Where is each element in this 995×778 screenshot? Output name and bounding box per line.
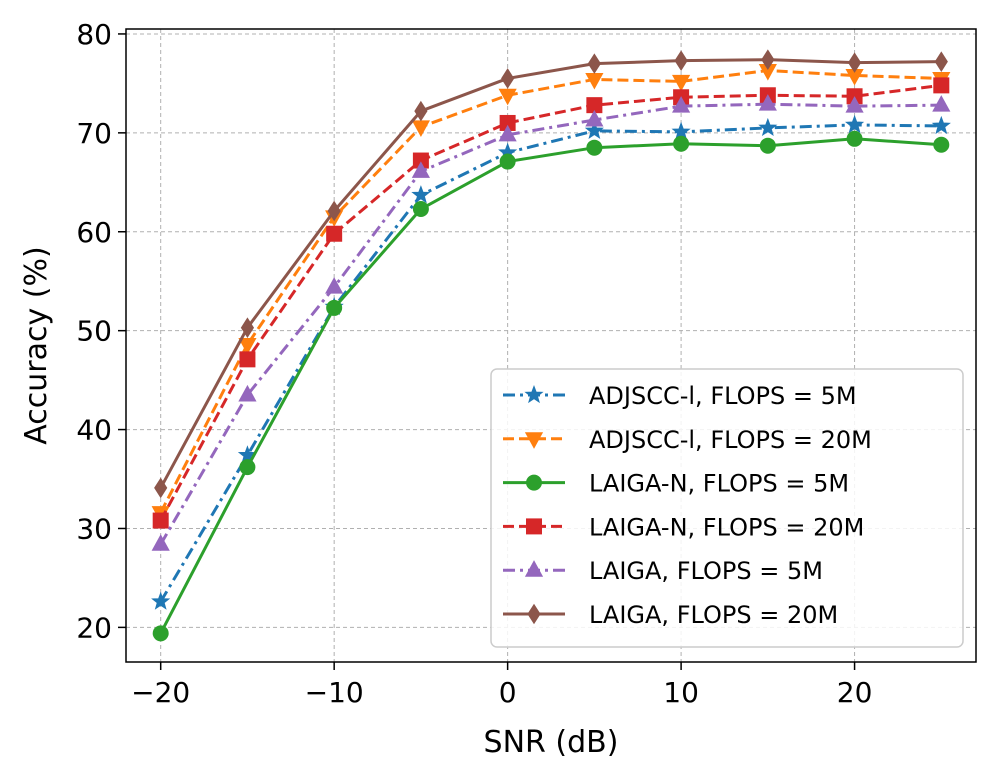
data-point bbox=[586, 139, 603, 156]
legend-marker bbox=[524, 560, 544, 577]
legend-marker bbox=[524, 432, 544, 449]
x-axis: −20 −10 0 10 20 bbox=[131, 662, 872, 709]
y-tick-label: 30 bbox=[76, 512, 112, 545]
data-point bbox=[325, 277, 344, 294]
y-axis: 20 30 40 50 60 70 80 bbox=[76, 18, 126, 644]
data-point bbox=[584, 120, 604, 140]
legend-item: ADJSCC-l, FLOPS = 20M bbox=[503, 426, 872, 454]
data-point bbox=[151, 591, 171, 610]
data-point bbox=[501, 68, 515, 89]
series-5 bbox=[154, 49, 948, 499]
series-line bbox=[159, 137, 942, 635]
data-point bbox=[761, 49, 775, 70]
data-point bbox=[498, 124, 517, 142]
legend-label: LAIGA-N, FLOPS = 20M bbox=[589, 513, 864, 541]
y-tick-label: 60 bbox=[76, 216, 112, 249]
series-line bbox=[159, 58, 942, 489]
data-point bbox=[846, 130, 863, 147]
data-point bbox=[411, 185, 431, 204]
data-point bbox=[239, 459, 256, 476]
series-4 bbox=[151, 94, 951, 551]
data-point bbox=[758, 117, 778, 137]
legend-marker bbox=[526, 474, 542, 491]
data-point bbox=[587, 53, 601, 74]
data-point bbox=[238, 384, 257, 402]
data-point bbox=[847, 52, 862, 73]
x-tick-label: 20 bbox=[837, 676, 873, 709]
data-point bbox=[934, 51, 948, 72]
y-tick-label: 80 bbox=[76, 18, 112, 51]
data-point bbox=[412, 201, 429, 218]
legend: ADJSCC-l, FLOPS = 5M ADJSCC-l, FLOPS = 20… bbox=[490, 368, 964, 648]
data-point bbox=[499, 153, 516, 170]
data-point bbox=[152, 512, 169, 529]
legend-label: ADJSCC-l, FLOPS = 5M bbox=[589, 382, 857, 410]
legend-item: LAIGA-N, FLOPS = 5M bbox=[503, 470, 849, 498]
data-point bbox=[674, 50, 688, 71]
legend-box bbox=[490, 368, 964, 648]
data-point bbox=[758, 94, 777, 111]
series-2 bbox=[152, 130, 950, 642]
y-tick-label: 70 bbox=[76, 117, 112, 150]
data-point bbox=[672, 74, 691, 92]
x-axis-label: SNR (dB) bbox=[484, 725, 619, 760]
series-line bbox=[159, 102, 942, 546]
data-point bbox=[237, 445, 257, 464]
data-point bbox=[411, 120, 430, 137]
legend-item: ADJSCC-l, FLOPS = 5M bbox=[503, 382, 857, 410]
x-tick-label: 0 bbox=[499, 676, 517, 709]
data-point bbox=[326, 225, 343, 242]
data-point bbox=[154, 477, 168, 499]
series-line bbox=[159, 83, 942, 522]
legend-label: ADJSCC-l, FLOPS = 20M bbox=[589, 426, 872, 454]
data-point bbox=[411, 161, 430, 178]
x-tick-label: −10 bbox=[305, 676, 364, 709]
legend-label: LAIGA, FLOPS = 5M bbox=[589, 557, 823, 585]
series-line bbox=[159, 69, 942, 514]
data-point bbox=[239, 351, 256, 368]
data-point bbox=[414, 100, 428, 122]
legend-item: LAIGA-N, FLOPS = 20M bbox=[503, 513, 864, 541]
data-point bbox=[933, 136, 950, 153]
data-point bbox=[238, 338, 257, 355]
data-point bbox=[240, 317, 255, 338]
series-line bbox=[159, 123, 942, 603]
data-point bbox=[759, 137, 776, 154]
legend-label: LAIGA, FLOPS = 20M bbox=[589, 601, 838, 629]
data-point bbox=[845, 96, 864, 113]
data-point bbox=[671, 121, 691, 141]
y-tick-label: 40 bbox=[76, 414, 112, 447]
data-point bbox=[498, 88, 517, 106]
data-point bbox=[151, 534, 170, 551]
y-axis-label: Accuracy (%) bbox=[19, 246, 54, 444]
y-tick-label: 50 bbox=[76, 315, 112, 348]
plot-area-frame bbox=[125, 28, 977, 663]
data-point bbox=[585, 109, 604, 127]
series-3 bbox=[152, 77, 950, 529]
data-point bbox=[931, 115, 951, 135]
data-point bbox=[326, 299, 343, 316]
data-point bbox=[673, 135, 690, 152]
legend-marker bbox=[527, 603, 541, 625]
legend-item: LAIGA, FLOPS = 5M bbox=[503, 557, 823, 585]
series-layer bbox=[151, 49, 951, 642]
data-point bbox=[932, 95, 951, 112]
data-point bbox=[672, 96, 691, 113]
y-tick-label: 20 bbox=[76, 611, 112, 644]
legend-label: LAIGA-N, FLOPS = 5M bbox=[589, 470, 849, 498]
legend-item: LAIGA, FLOPS = 20M bbox=[503, 601, 838, 629]
legend-marker bbox=[526, 518, 542, 535]
x-tick-label: 10 bbox=[663, 676, 699, 709]
x-tick-label: −20 bbox=[131, 676, 190, 709]
legend-marker bbox=[524, 384, 544, 404]
data-point bbox=[844, 114, 865, 134]
data-point bbox=[152, 625, 169, 642]
data-point bbox=[933, 77, 950, 94]
data-point bbox=[327, 200, 341, 222]
